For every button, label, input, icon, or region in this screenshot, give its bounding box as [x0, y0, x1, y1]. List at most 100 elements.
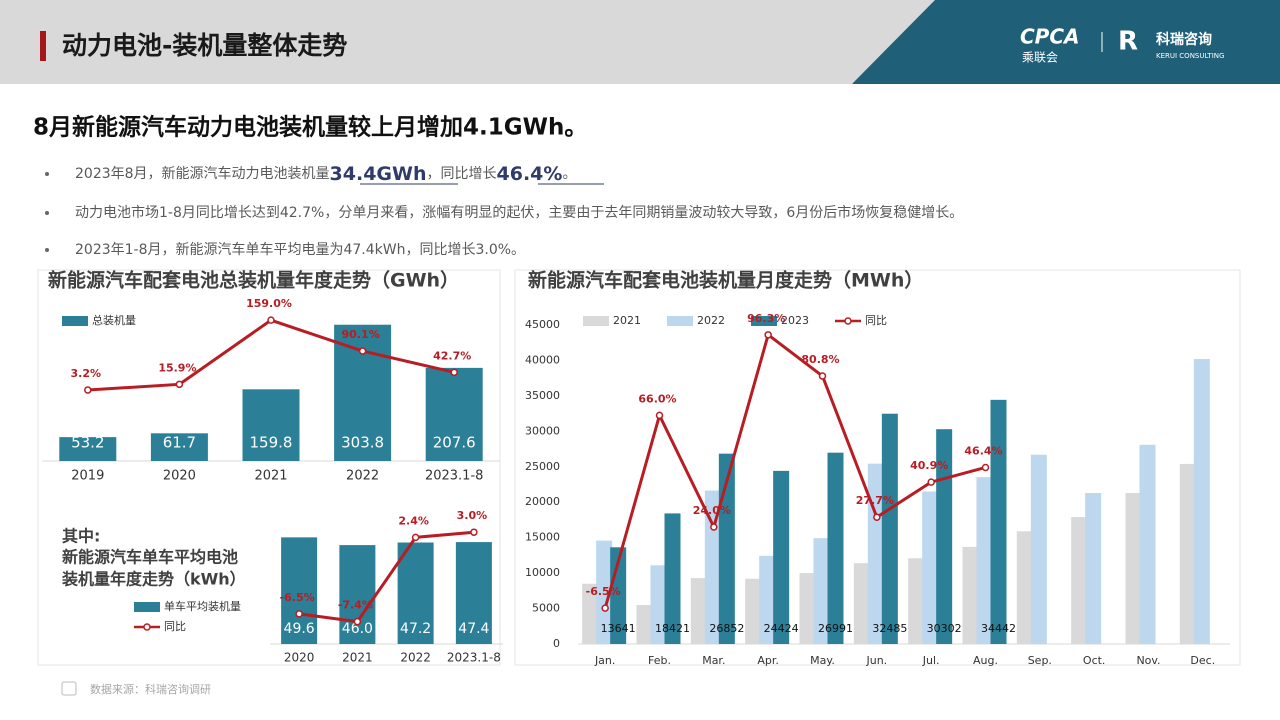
bar — [799, 573, 816, 644]
line-point — [655, 411, 664, 420]
line-point — [295, 610, 303, 618]
data-label: 27.7% — [856, 494, 894, 507]
source-icon — [61, 681, 77, 696]
bar — [990, 399, 1007, 644]
x-tick-label: Oct. — [1083, 654, 1106, 667]
y-tick-label: 30000 — [525, 424, 560, 437]
line-point — [470, 528, 478, 536]
y-tick-label: 40000 — [525, 353, 560, 366]
y-tick-label: 45000 — [525, 318, 560, 331]
legend-swatch — [667, 316, 693, 326]
logo-text: CPCA — [1020, 25, 1080, 49]
x-tick-label: 2023.1-8 — [425, 469, 483, 484]
data-label: 18421 — [655, 622, 690, 635]
data-label: 15.9% — [158, 361, 196, 374]
panel — [37, 269, 501, 666]
x-tick-label: 2020 — [284, 651, 315, 665]
data-label: 30302 — [927, 622, 962, 635]
bar — [881, 413, 898, 644]
legend-label: 2023 — [781, 314, 809, 327]
bar — [664, 513, 681, 644]
y-tick-label: 0 — [553, 637, 560, 650]
data-label: 26991 — [818, 622, 853, 635]
y-tick-label: 5000 — [532, 602, 560, 615]
x-tick-label: Sep. — [1028, 654, 1052, 667]
line — [603, 332, 986, 609]
title-marker — [40, 31, 46, 61]
bar — [867, 463, 884, 644]
bar — [242, 389, 300, 461]
panel — [514, 269, 1241, 666]
bar — [150, 433, 208, 461]
bar — [636, 605, 653, 644]
bar — [936, 429, 953, 644]
x-tick-label: Jun. — [865, 654, 887, 667]
data-label: 24424 — [764, 622, 799, 635]
y-tick-label: 20000 — [525, 495, 560, 508]
data-label: 24.0% — [693, 504, 731, 517]
data-label: 47.4 — [458, 621, 489, 637]
data-label: 3.0% — [457, 509, 488, 522]
chart-title: 新能源汽车配套电池装机量月度走势（MWh） — [528, 269, 923, 292]
data-label: 66.0% — [638, 392, 676, 405]
data-label: 42.7% — [433, 349, 471, 362]
bar — [1139, 444, 1156, 644]
data-label: -6.5% — [586, 585, 621, 598]
legend-label: 2021 — [613, 314, 641, 327]
data-label: 2.4% — [398, 514, 429, 527]
x-tick-label: Jul. — [922, 654, 940, 667]
page-title: 动力电池-装机量整体走势 — [62, 31, 347, 60]
x-tick-label: Feb. — [648, 654, 671, 667]
bar — [650, 565, 667, 644]
bar — [759, 555, 776, 644]
legend-label: 总装机量 — [92, 313, 136, 327]
y-tick-label: 10000 — [525, 566, 560, 579]
bar — [813, 538, 830, 644]
headline: 8月新能源汽车动力电池装机量较上月增加4.1GWh。 — [33, 114, 587, 141]
x-tick-label: 2022 — [346, 469, 379, 484]
x-tick-label: 2023.1-8 — [447, 651, 501, 665]
bar — [1085, 493, 1102, 644]
legend-label: 同比 — [865, 314, 887, 327]
bullet: 动力电池市场1-8月同比增长达到42.7%，分单月来看，涨幅有明显的起伏，主要由… — [75, 204, 963, 221]
bar — [582, 583, 599, 644]
chart-title: 装机量年度走势（kWh） — [61, 570, 246, 589]
line-point — [927, 478, 935, 486]
bullet-text: 。 — [562, 166, 576, 182]
line-point — [411, 533, 420, 542]
legend-point — [844, 317, 852, 325]
line-point — [84, 386, 92, 394]
bullet-highlight: 46.4% — [497, 163, 563, 185]
legend-label: 2022 — [697, 314, 725, 327]
chart-title: 新能源汽车单车平均电池 — [62, 548, 238, 567]
x-tick-label: Mar. — [702, 654, 725, 667]
bullet: 2023年8月，新能源汽车动力电池装机量34.4GWh，同比增长46.4%。 — [75, 163, 576, 185]
data-label: 159.0% — [246, 297, 292, 310]
bar — [976, 477, 993, 644]
data-label: 13641 — [601, 622, 636, 635]
bullet-dot — [45, 211, 49, 215]
legend-label: 同比 — [164, 620, 186, 633]
y-tick-label: 15000 — [525, 531, 560, 544]
data-label: 47.2 — [400, 621, 431, 637]
line-point — [353, 617, 362, 626]
bar — [1071, 517, 1088, 644]
source: 数据来源：科瑞咨询调研 — [90, 682, 211, 696]
logo-text: KERUI CONSULTING — [1156, 52, 1224, 60]
data-label: 96.3% — [747, 312, 785, 325]
line-point — [358, 347, 367, 355]
x-tick-label: Aug. — [973, 654, 998, 667]
x-tick-label: 2021 — [254, 469, 287, 484]
data-label: -6.5% — [280, 591, 315, 604]
line-point — [267, 316, 275, 324]
bar — [1030, 454, 1047, 644]
bar — [827, 452, 844, 644]
bar — [908, 558, 925, 644]
data-label: 32485 — [872, 622, 907, 635]
bar — [455, 542, 492, 644]
data-label: 61.7 — [163, 434, 196, 452]
chart-title: 新能源汽车配套电池总装机量年度走势（GWh） — [48, 269, 459, 292]
line — [298, 530, 475, 624]
x-tick-label: 2021 — [342, 651, 373, 665]
line-point — [818, 372, 827, 380]
